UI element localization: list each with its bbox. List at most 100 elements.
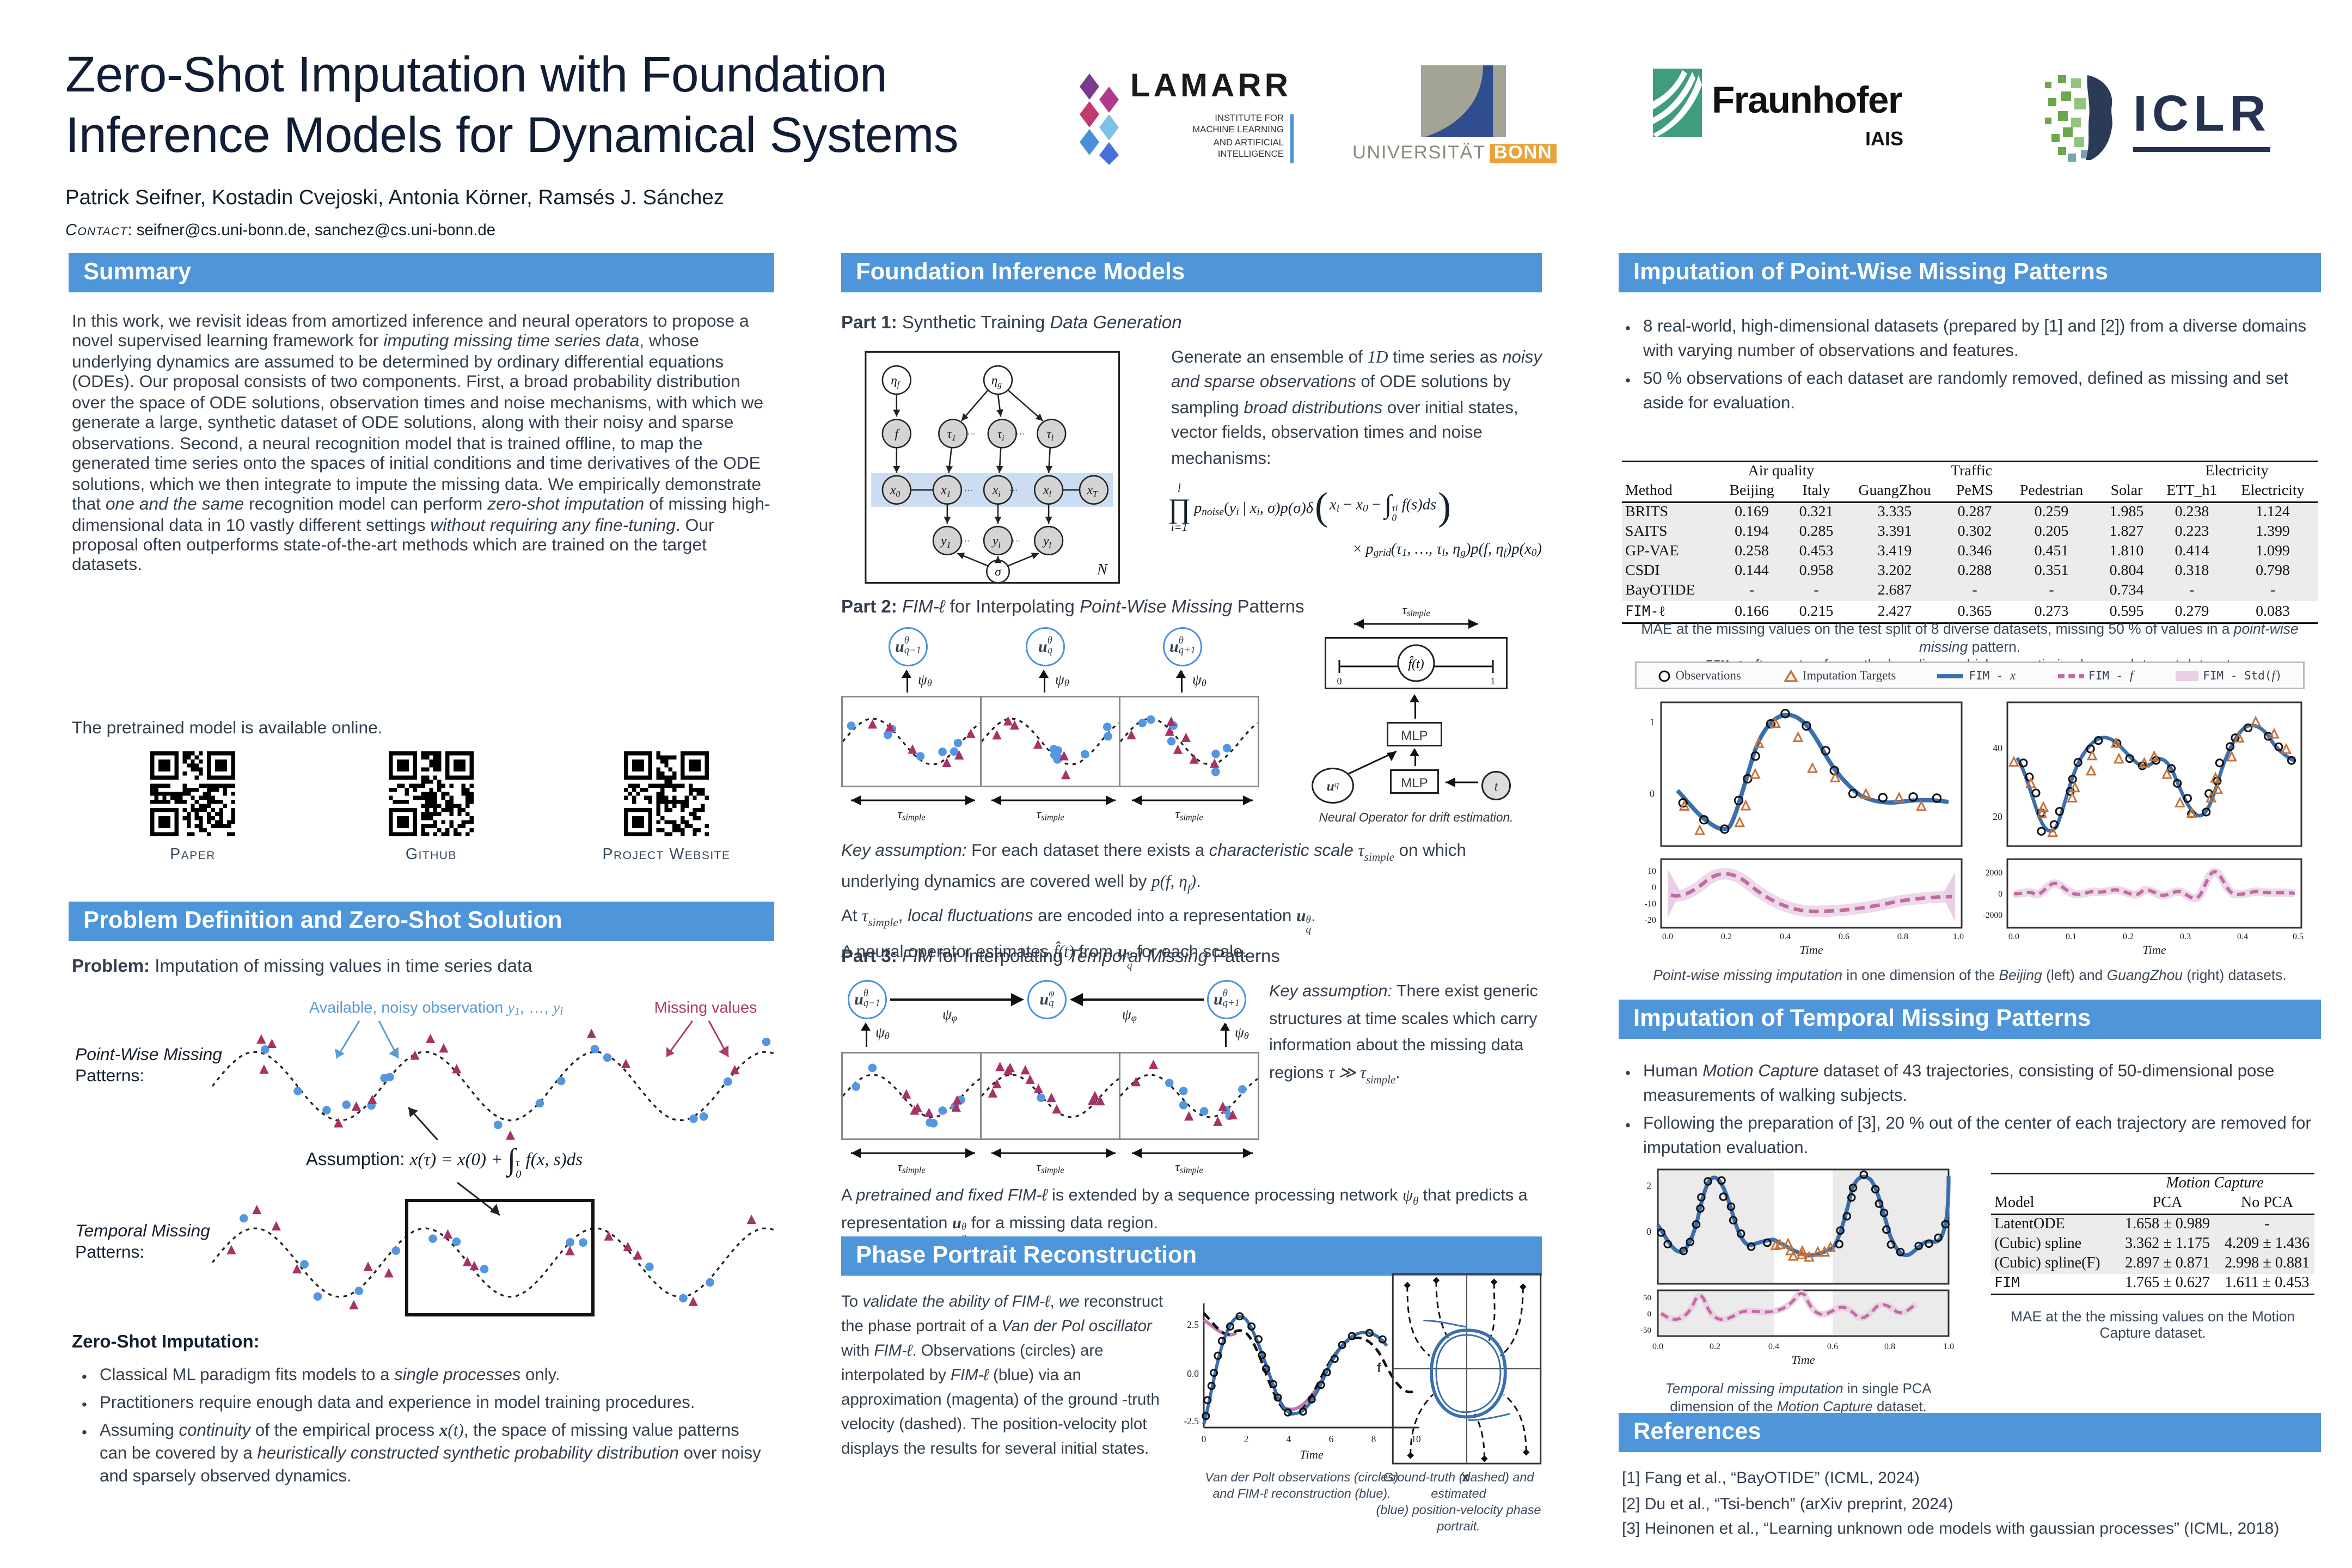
svg-text:0.3: 0.3 <box>2180 932 2191 941</box>
beijing-plot: 1 0 <box>1650 701 1963 847</box>
p3-tau-arrows <box>851 1148 1253 1158</box>
part2-key1: Key assumption: For each dataset there e… <box>841 843 1466 895</box>
reference-1: [1] Fang et al., “BayOTIDE” (ICML, 2024) <box>1622 1470 1920 1488</box>
no-drift-axis: 0 1 f̂(t) <box>1337 644 1496 687</box>
legend-targets-icon <box>1783 669 1798 682</box>
motion-capture-plot: 2 0 50 0 -50 0.0 0.2 0.4 0.6 0.8 1.0 Tim… <box>1640 1168 1954 1365</box>
table-row: BRITS 0.169 0.321 3.335 0.287 0.259 1.985 0.23… <box>1622 502 2318 523</box>
svg-text:0.8: 0.8 <box>1884 1342 1895 1351</box>
pp-caption-2: (blue) position-velocity phase portrait. <box>1376 1503 1541 1534</box>
tau-label-1: τsimple <box>897 807 926 824</box>
problem-header: Problem Definition and Zero-Shot Solutio… <box>69 902 774 941</box>
lamarr-sub1: INSTITUTE FOR <box>1215 114 1284 124</box>
references-header: References <box>1619 1413 2321 1452</box>
svg-text:0.0: 0.0 <box>1652 1342 1663 1351</box>
tau-label-3: τsimple <box>1175 807 1203 824</box>
fraunhofer-mark-icon <box>1653 69 1702 137</box>
psi-arrow-3 <box>1177 670 1187 693</box>
p3-psi-arrow-2 <box>1221 1022 1231 1047</box>
middle-column: Foundation Inference Models Part 1: Synt… <box>841 0 1542 1568</box>
contact-label: Contact <box>65 222 128 240</box>
prod-lower: i=1 <box>1171 521 1188 534</box>
no-tau-label: τsimple <box>1402 603 1430 620</box>
p3-psi-phi-2: ψφ <box>1122 1006 1137 1025</box>
mc-table-caption: MAE at the the missing values on the Mot… <box>2010 1308 2295 1341</box>
svg-text:1.0: 1.0 <box>1953 932 1964 941</box>
part2-panel-2 <box>982 716 1119 780</box>
svg-text:τl: τl <box>1046 427 1054 443</box>
part2-key2: At τsimple, local fluctuations are encod… <box>841 908 1316 937</box>
legend-fim-std: FIM - Std(f) <box>2203 668 2282 683</box>
svg-text:···: ··· <box>964 486 972 495</box>
table-row-fim: FIM-ℓ 0.166 0.215 2.427 0.365 0.273 0.595 0.27… <box>1625 603 2290 621</box>
no-mlp-2: MLP <box>1390 769 1439 794</box>
svg-text:yl: yl <box>1042 534 1051 550</box>
table-row: SAITS 0.194 0.285 3.391 0.302 0.205 1.827 0.22… <box>1622 523 2318 542</box>
u-node-qm1: u θ q−1 <box>889 627 928 666</box>
p3-u-qp1: u θ q+1 <box>1207 980 1246 1019</box>
group-air-quality: Air quality <box>1748 464 1815 480</box>
eq-line2: × pgrid(τ1, …, τl, ηg)p(f, ηf)p(x0) <box>1353 542 1542 560</box>
legend-fim-f-icon <box>2057 673 2084 678</box>
group-electricity: Electricity <box>2205 464 2269 480</box>
svg-text:Time: Time <box>1799 943 1823 957</box>
fim-header: Foundation Inference Models <box>841 253 1542 292</box>
legend-fim-x: FIM - x <box>1969 668 2016 683</box>
uni-bonn-mark-icon <box>1421 65 1506 137</box>
contact-emails: : seifner@cs.uni-bonn.de, sanchez@cs.uni… <box>127 222 496 240</box>
summary-note: The pretrained model is available online… <box>72 719 383 738</box>
col-pedestrian: Pedestrian <box>2019 483 2084 500</box>
p3-arrow-left <box>890 993 1024 1006</box>
no-arrow-mlp-mlp <box>1410 748 1420 766</box>
no-arrow-t-mlp <box>1445 777 1478 787</box>
mc-row-fim: FIM 1.765 ± 0.627 1.611 ± 0.453 <box>1994 1276 2310 1292</box>
mc-figure-caption-2: dimension of the Motion Capture dataset. <box>1670 1398 1927 1414</box>
guangzhou-drift-plot: 2000 0 -2000 0.0 0.1 0.2 0.3 0.4 0.5 Tim… <box>1983 858 2304 957</box>
svg-text:N: N <box>1097 561 1108 578</box>
poster-title-line2: Inference Models for Dynamical Systems <box>65 108 959 163</box>
beijing-drift-plot: 10 0 -10 -20 0.0 0.2 0.4 0.6 0.8 1.0 Tim… <box>1644 858 1964 957</box>
p3-u-qm1: u θ q−1 <box>848 980 887 1019</box>
u-node-qp1: u θ q+1 <box>1163 627 1202 666</box>
svg-text:0: 0 <box>1337 676 1342 687</box>
legend-fim-f: FIM - f <box>2088 668 2134 683</box>
iclr-head-icon <box>2045 75 2112 162</box>
pp-xlabel: x <box>1462 1470 1469 1485</box>
motion-capture-table: Motion Capture Model PCA No PCA LatentOD… <box>1991 1173 2314 1341</box>
table-row: GP-VAE 0.258 0.453 3.419 0.346 0.451 1.810 0.4… <box>1622 542 2318 562</box>
p3-psi-theta-2: ψθ <box>1235 1024 1249 1043</box>
no-arrow-u-mlp <box>1347 750 1397 775</box>
problem-statement: Problem: Imputation of missing values in… <box>72 957 532 977</box>
available-observations-label: Available, noisy observation y1, …, yl <box>309 1000 563 1019</box>
summary-paragraph: In this work, we revisit ideas from amor… <box>72 312 770 576</box>
prod-symbol: ∏ <box>1168 493 1191 524</box>
svg-text:f: f <box>895 427 901 441</box>
pointwise-missing-figure <box>212 1029 774 1140</box>
right-column: Imputation of Point-Wise Missing Pattern… <box>1619 0 2321 1568</box>
svg-text:Time: Time <box>2142 943 2166 957</box>
psi-arrow-2 <box>1039 670 1050 693</box>
temporal-bullet-1: Human Motion Capture dataset of 43 traje… <box>1622 1062 2318 1109</box>
col-etth1: ETT_h1 <box>2166 483 2218 500</box>
lamarr-wordmark: LAMARR <box>1130 69 1291 105</box>
lamarr-sub2: MACHINE LEARNING <box>1192 126 1284 137</box>
assumption-equation: Assumption: x(τ) = x(0) + ∫ τ 0 f(x, s)ds <box>305 1143 583 1181</box>
no-mlp-1: MLP <box>1387 722 1442 746</box>
pointwise-pattern-label2: Patterns: <box>75 1067 145 1086</box>
summary-header: Summary <box>69 253 774 292</box>
zs-bullet-3: Assuming continuity of the empirical pro… <box>78 1421 771 1490</box>
no-arrow-mlp-box <box>1410 694 1420 719</box>
mc-col-nopca: No PCA <box>2240 1196 2294 1212</box>
svg-text:τ1: τ1 <box>947 427 956 443</box>
svg-text:0.1: 0.1 <box>2066 932 2077 941</box>
svg-text:0.4: 0.4 <box>2237 932 2248 941</box>
mc-row: LatentODE 1.658 ± 0.989- <box>1991 1214 2314 1235</box>
graphical-model-figure: ··· ··· ··· ··· ··· ··· ηf ηg f τ1 τi τl x0… <box>865 351 1120 584</box>
poster-title-line1: Zero-Shot Imputation with Foundation <box>65 47 887 103</box>
qr-paper-label: Paper <box>170 846 216 864</box>
left-column: Summary In this work, we revisit ideas f… <box>69 0 774 1568</box>
assumption-arrow-up <box>407 1106 439 1140</box>
